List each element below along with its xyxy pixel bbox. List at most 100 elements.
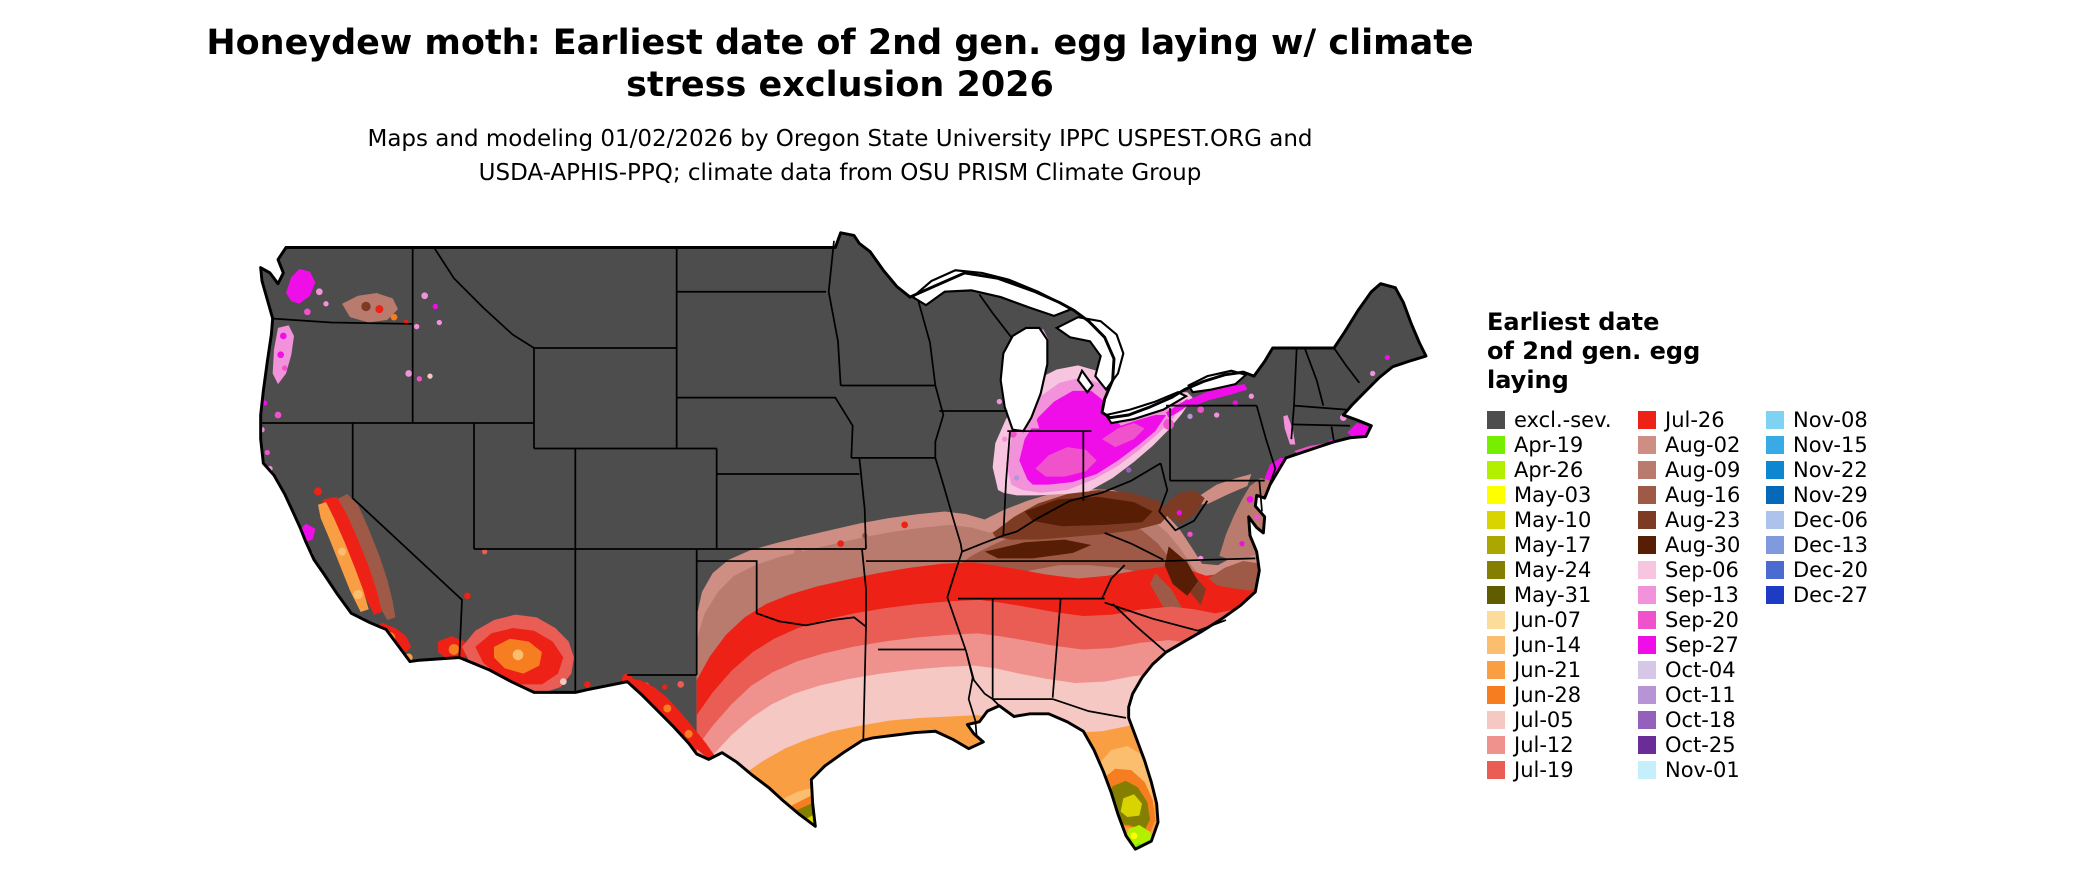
legend-entry: Dec-13 bbox=[1766, 532, 1892, 557]
legend-swatch bbox=[1638, 635, 1656, 654]
legend-label: excl.-sev. bbox=[1514, 407, 1612, 432]
legend-entry: Aug-30 bbox=[1638, 532, 1766, 557]
legend-swatch bbox=[1766, 460, 1784, 479]
legend-label: Nov-08 bbox=[1793, 407, 1868, 432]
legend-entry: May-03 bbox=[1487, 482, 1638, 507]
legend-entry: Jun-28 bbox=[1487, 682, 1638, 707]
legend-swatch bbox=[1766, 585, 1784, 604]
legend-swatch bbox=[1487, 460, 1505, 479]
legend-label: Nov-29 bbox=[1793, 482, 1868, 507]
us-map bbox=[238, 214, 1438, 884]
legend-label: Aug-30 bbox=[1665, 532, 1741, 557]
legend-label: May-03 bbox=[1514, 482, 1592, 507]
legend-swatch bbox=[1638, 460, 1656, 479]
legend-column: Nov-08 Nov-15 Nov-22 Nov-29 Dec-06 Dec-13 Dec-… bbox=[1766, 407, 1892, 782]
us-map-svg bbox=[259, 231, 1428, 851]
legend-entry: Aug-23 bbox=[1638, 507, 1766, 532]
legend-entry: Oct-25 bbox=[1638, 732, 1766, 757]
legend-entry: May-17 bbox=[1487, 532, 1638, 557]
map-subtitle-line2: USDA-APHIS-PPQ; climate data from OSU PR… bbox=[478, 160, 1202, 186]
legend-swatch bbox=[1766, 410, 1784, 429]
legend-label: Jun-07 bbox=[1514, 607, 1582, 632]
legend-entry: Nov-29 bbox=[1766, 482, 1892, 507]
legend-entry: Jul-19 bbox=[1487, 757, 1638, 782]
legend-swatch bbox=[1638, 735, 1656, 754]
legend-entry: Nov-01 bbox=[1638, 757, 1766, 782]
legend-label: Jun-28 bbox=[1514, 682, 1582, 707]
legend-label: Nov-22 bbox=[1793, 457, 1868, 482]
legend-entry: Apr-19 bbox=[1487, 432, 1638, 457]
legend-swatch bbox=[1638, 660, 1656, 679]
legend-swatch bbox=[1487, 510, 1505, 529]
legend-entry: Sep-06 bbox=[1638, 557, 1766, 582]
legend-label: Jul-19 bbox=[1514, 757, 1574, 782]
legend-entry: Nov-22 bbox=[1766, 457, 1892, 482]
legend-label: Jun-14 bbox=[1514, 632, 1582, 657]
state-borders bbox=[262, 240, 1361, 740]
legend-label: May-17 bbox=[1514, 532, 1592, 557]
legend-title: Earliest date of 2nd gen. egg laying bbox=[1487, 308, 1892, 395]
legend-label: Aug-16 bbox=[1665, 482, 1741, 507]
legend-swatch bbox=[1487, 760, 1505, 779]
legend-swatch bbox=[1766, 535, 1784, 554]
legend-swatch bbox=[1766, 485, 1784, 504]
legend-label: May-31 bbox=[1514, 582, 1592, 607]
legend-entry: Dec-20 bbox=[1766, 557, 1892, 582]
legend-label: Dec-13 bbox=[1793, 532, 1868, 557]
legend-label: Sep-20 bbox=[1665, 607, 1739, 632]
legend-title-line3: laying bbox=[1487, 366, 1569, 394]
legend-entry: Sep-27 bbox=[1638, 632, 1766, 657]
legend-label: Nov-01 bbox=[1665, 757, 1740, 782]
legend-entry: Jun-14 bbox=[1487, 632, 1638, 657]
legend-entry: Dec-06 bbox=[1766, 507, 1892, 532]
legend-swatch bbox=[1487, 560, 1505, 579]
legend-entry: May-24 bbox=[1487, 557, 1638, 582]
legend-label: Dec-20 bbox=[1793, 557, 1868, 582]
lake-ontario bbox=[1187, 369, 1249, 394]
legend-label: Jul-26 bbox=[1665, 407, 1725, 432]
legend-swatch bbox=[1638, 535, 1656, 554]
map-title: Honeydew moth: Earliest date of 2nd gen.… bbox=[140, 22, 1540, 106]
legend-swatch bbox=[1638, 435, 1656, 454]
legend-swatch bbox=[1638, 410, 1656, 429]
legend-swatch bbox=[1638, 610, 1656, 629]
legend-swatch bbox=[1638, 585, 1656, 604]
legend-label: Apr-26 bbox=[1514, 457, 1584, 482]
map-subtitle: Maps and modeling 01/02/2026 by Oregon S… bbox=[140, 122, 1540, 190]
legend-entry: Sep-20 bbox=[1638, 607, 1766, 632]
legend-label: May-10 bbox=[1514, 507, 1592, 532]
legend-swatch bbox=[1638, 760, 1656, 779]
legend-swatch bbox=[1638, 685, 1656, 704]
legend-entry: Apr-26 bbox=[1487, 457, 1638, 482]
legend-entry: May-10 bbox=[1487, 507, 1638, 532]
legend-swatch bbox=[1487, 610, 1505, 629]
legend-label: Aug-09 bbox=[1665, 457, 1741, 482]
legend-swatch bbox=[1638, 710, 1656, 729]
legend-entry: Jul-12 bbox=[1487, 732, 1638, 757]
legend-swatch bbox=[1487, 710, 1505, 729]
legend-swatch bbox=[1487, 410, 1505, 429]
legend-entry: Oct-04 bbox=[1638, 657, 1766, 682]
legend-swatch bbox=[1487, 660, 1505, 679]
legend-entry: Oct-11 bbox=[1638, 682, 1766, 707]
legend-swatch bbox=[1487, 585, 1505, 604]
legend-entry: Nov-08 bbox=[1766, 407, 1892, 432]
legend-entry: Oct-18 bbox=[1638, 707, 1766, 732]
legend-label: Oct-04 bbox=[1665, 657, 1736, 682]
legend-swatch bbox=[1766, 435, 1784, 454]
legend-label: Jul-12 bbox=[1514, 732, 1574, 757]
lake-michigan bbox=[999, 326, 1049, 433]
legend-swatch bbox=[1638, 485, 1656, 504]
legend-entry: Sep-13 bbox=[1638, 582, 1766, 607]
legend-swatch bbox=[1766, 560, 1784, 579]
legend-entry: Jul-26 bbox=[1638, 407, 1766, 432]
map-title-line2: stress exclusion 2026 bbox=[626, 65, 1054, 105]
legend-label: May-24 bbox=[1514, 557, 1592, 582]
legend-swatch bbox=[1638, 560, 1656, 579]
legend-entry: Aug-16 bbox=[1638, 482, 1766, 507]
legend-swatch bbox=[1487, 635, 1505, 654]
legend-label: Jun-21 bbox=[1514, 657, 1582, 682]
legend-label: Dec-06 bbox=[1793, 507, 1868, 532]
legend-entry: May-31 bbox=[1487, 582, 1638, 607]
legend-entry: excl.-sev. bbox=[1487, 407, 1638, 432]
